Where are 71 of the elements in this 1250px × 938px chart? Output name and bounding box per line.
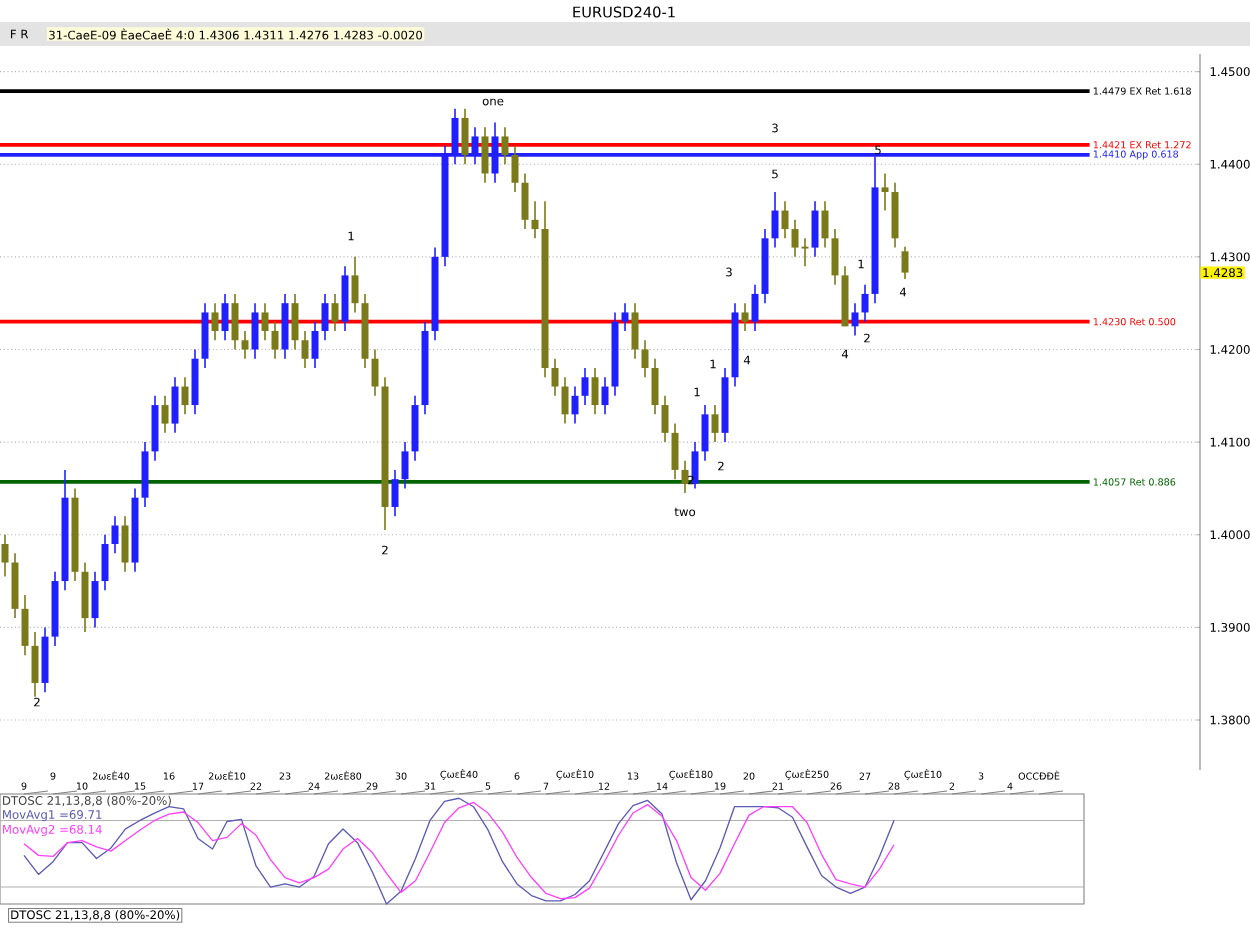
candlestick: [351, 256, 359, 314]
candlestick: [101, 533, 109, 592]
candlestick: [41, 626, 49, 694]
candlestick: [411, 395, 419, 462]
candlestick: [691, 441, 699, 490]
candlestick: [281, 293, 289, 360]
candlestick: [811, 200, 819, 258]
candlestick: [291, 293, 299, 351]
candlestick: [461, 107, 469, 166]
candlestick: [341, 265, 349, 332]
candlestick: [371, 348, 379, 397]
candlestick: [701, 404, 709, 462]
candlestick: [561, 376, 569, 425]
candlestick: [241, 330, 249, 360]
candlestick: [321, 293, 329, 342]
candlestick: [861, 283, 869, 323]
candlestick: [891, 181, 899, 249]
candlestick: [831, 228, 839, 286]
candlestick: [1, 533, 9, 578]
candlestick: [401, 441, 409, 490]
candlestick: [661, 395, 669, 443]
candlestick: [331, 293, 339, 332]
candlestick: [271, 320, 279, 360]
candlestick: [681, 459, 689, 494]
candlestick: [571, 385, 579, 425]
candlestick: [741, 302, 749, 332]
candlestick: [511, 144, 519, 193]
candlestick: [481, 126, 489, 184]
candlestick: [771, 191, 779, 249]
candlestick: [501, 126, 509, 166]
candlestick: [251, 302, 259, 360]
candlestick: [171, 376, 179, 434]
candlestick: [151, 395, 159, 462]
candlestick: [901, 245, 909, 280]
candlestick: [531, 200, 539, 240]
candlestick: [551, 357, 559, 397]
candlestick: [851, 302, 859, 337]
candlestick: [781, 200, 789, 240]
candlestick: [231, 293, 239, 351]
candlestick: [191, 348, 199, 416]
candlestick: [31, 631, 39, 698]
candlestick: [821, 200, 829, 249]
candlestick: [201, 302, 209, 369]
candlestick: [301, 330, 309, 369]
candlestick: [81, 561, 89, 633]
candlestick: [181, 376, 189, 416]
candlestick: [671, 422, 679, 480]
candlestick: [800, 237, 810, 267]
candlestick: [221, 293, 229, 342]
candlestick: [311, 320, 319, 369]
candlestick: [601, 376, 609, 416]
candlestick: [621, 302, 629, 332]
candlestick: [91, 571, 99, 629]
candlestick: [261, 302, 269, 342]
candlestick: [11, 552, 19, 619]
candlestick: [391, 469, 399, 518]
candlestick: [161, 395, 169, 434]
candlestick: [631, 302, 639, 360]
candlestick: [111, 515, 119, 555]
candlestick: [651, 357, 659, 416]
candlestick: [211, 302, 219, 342]
candlestick: [141, 441, 149, 508]
candlestick: [21, 594, 29, 656]
candlestick: [121, 515, 129, 573]
candlestick: [521, 172, 529, 230]
candlestick: [881, 172, 889, 212]
candlestick: [751, 283, 759, 332]
candlestick: [591, 367, 599, 416]
candlestick: [711, 404, 719, 443]
candlestick: [641, 339, 649, 379]
candlestick: [581, 367, 589, 406]
